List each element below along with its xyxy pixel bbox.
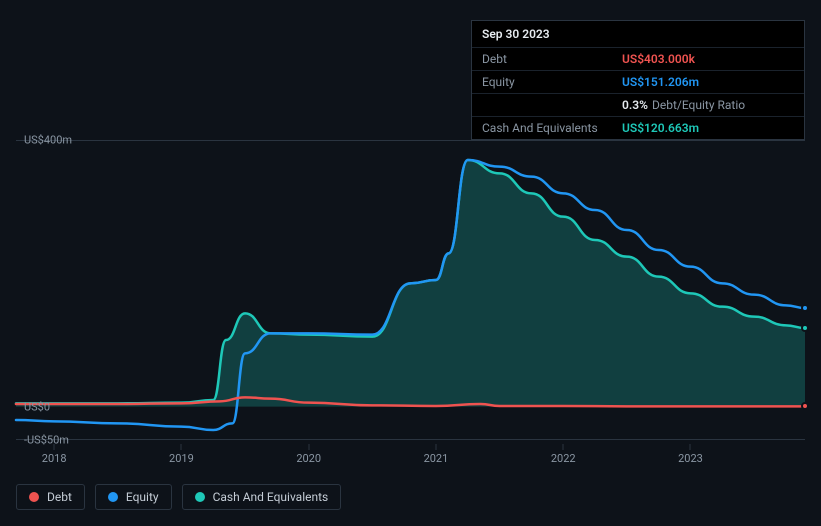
legend-swatch	[108, 492, 118, 502]
x-axis-label: 2022	[551, 452, 576, 465]
tooltip-row-value: US$120.663m	[622, 121, 699, 135]
tooltip-row: 0.3% Debt/Equity Ratio	[472, 93, 804, 116]
legend-item-equity[interactable]: Equity	[95, 484, 172, 510]
tooltip-date: Sep 30 2023	[472, 21, 804, 47]
x-axis-label: 2023	[678, 452, 703, 465]
x-axis: 2018 2019 2020 2021 2022 2023	[16, 450, 805, 470]
y-axis-label: US$0	[24, 400, 50, 413]
x-axis-label: 2019	[169, 452, 194, 465]
tooltip-row-value: 0.3%	[622, 98, 648, 112]
y-axis-label: US$400m	[24, 134, 72, 147]
series-end-dot-cash-and-equivalents	[801, 324, 809, 332]
tooltip-row-label: Cash And Equivalents	[482, 121, 622, 135]
legend-label: Debt	[47, 490, 72, 504]
tooltip-row: EquityUS$151.206m	[472, 70, 804, 93]
legend-item-debt[interactable]: Debt	[16, 484, 85, 510]
plot-area[interactable]	[16, 140, 805, 440]
legend-label: Cash And Equivalents	[213, 490, 329, 504]
x-axis-label: 2020	[296, 452, 321, 465]
tooltip-row-label: Debt	[482, 52, 622, 66]
tooltip-row: DebtUS$403.000k	[472, 47, 804, 70]
legend-item-cash-and-equivalents[interactable]: Cash And Equivalents	[182, 484, 342, 510]
series-end-dot-debt	[801, 402, 809, 410]
x-tick-line	[181, 444, 182, 450]
tooltip-row-label: Equity	[482, 75, 622, 89]
legend: Debt Equity Cash And Equivalents	[16, 484, 341, 510]
series-end-dot-equity	[801, 304, 809, 312]
x-tick-line	[308, 444, 309, 450]
legend-swatch	[195, 492, 205, 502]
tooltip-row-value: US$151.206m	[622, 75, 699, 89]
x-axis-label: 2021	[424, 452, 449, 465]
legend-swatch	[29, 492, 39, 502]
chart-container: US$400mUS$0-US$50m 201820192020202120222…	[16, 120, 805, 470]
y-axis-label: -US$50m	[24, 434, 69, 447]
tooltip-row-value: US$403.000k	[622, 52, 695, 66]
x-tick-line	[435, 444, 436, 450]
tooltip-panel: Sep 30 2023 DebtUS$403.000kEquityUS$151.…	[471, 20, 805, 140]
chart-svg	[16, 140, 805, 440]
tooltip-row: Cash And EquivalentsUS$120.663m	[472, 116, 804, 139]
x-tick-line	[690, 444, 691, 450]
tooltip-row-suffix: Debt/Equity Ratio	[652, 98, 745, 112]
x-tick-line	[563, 444, 564, 450]
x-axis-label: 2018	[42, 452, 67, 465]
legend-label: Equity	[126, 490, 159, 504]
